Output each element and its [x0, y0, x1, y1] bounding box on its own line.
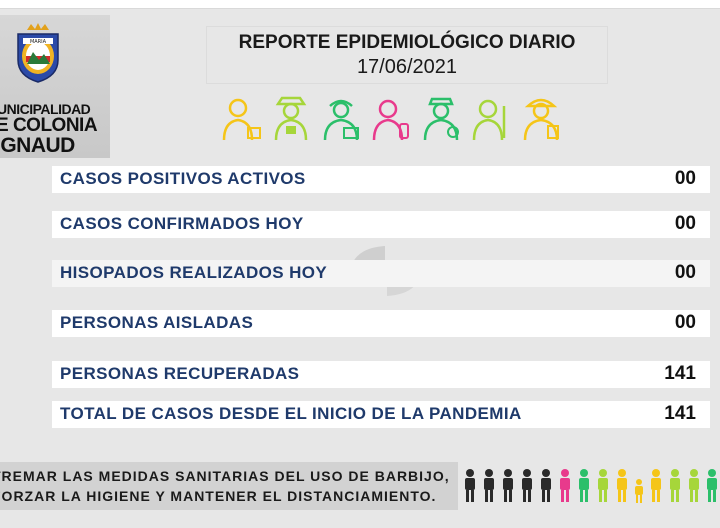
person-icon [651, 469, 661, 502]
person-icon [465, 469, 475, 502]
stat-value: 141 [664, 403, 696, 424]
stat-value: 00 [674, 213, 696, 234]
person-icon [598, 469, 608, 502]
pharmacist-icon [372, 99, 409, 141]
person-icon [541, 469, 551, 502]
frame-line [0, 8, 720, 9]
police-icon [274, 96, 308, 141]
stat-label: HISOPADOS REALIZADOS HOY [60, 263, 328, 282]
firefighter-icon [523, 98, 559, 141]
stat-label: PERSONAS AISLADAS [60, 313, 254, 332]
stat-value: 00 [674, 168, 696, 189]
crest-icon: MARIA [17, 23, 59, 83]
top-strip [0, 0, 720, 8]
person-icon [670, 469, 680, 502]
stat-row-personas-aisladas: PERSONAS AISLADAS 00 [52, 310, 710, 337]
person-icon [617, 469, 627, 502]
stat-row-casos-positivos: CASOS POSITIVOS ACTIVOS 00 [52, 166, 710, 193]
people-icon-row [465, 469, 717, 503]
child-icon [635, 479, 643, 503]
person-icon [484, 469, 494, 502]
stat-row-hisopados: HISOPADOS REALIZADOS HOY 00 [52, 260, 710, 287]
stat-row-total-casos: TOTAL DE CASOS DESDE EL INICIO DE LA PAN… [52, 401, 710, 428]
stat-label: PERSONAS RECUPERADAS [60, 364, 300, 383]
logo-line-1: UNICIPALIDAD [0, 101, 91, 117]
bottom-banner: TREMAR LAS MEDIDAS SANITARIAS DEL USO DE… [0, 462, 458, 510]
doctor-icon [222, 98, 261, 141]
stat-label: CASOS POSITIVOS ACTIVOS [60, 169, 306, 188]
stat-value: 141 [664, 363, 696, 384]
nurse-icon [423, 97, 459, 141]
professionals-row [220, 96, 562, 144]
person-icon [579, 469, 589, 502]
report-date: 17/06/2021 [356, 56, 458, 78]
person-icon [707, 469, 717, 502]
stat-label: CASOS CONFIRMADOS HOY [60, 214, 304, 233]
cleaner-icon [472, 99, 506, 141]
logo-line-3: IGNAUD [0, 134, 75, 157]
person-icon [689, 469, 699, 502]
report-title: REPORTE EPIDEMIOLÓGICO DIARIO [238, 32, 576, 53]
banner-line-1: TREMAR LAS MEDIDAS SANITARIAS DEL USO DE… [0, 468, 450, 484]
paramedic-icon [323, 99, 359, 141]
person-icon [503, 469, 513, 502]
person-icon [522, 469, 532, 502]
stat-row-casos-confirmados: CASOS CONFIRMADOS HOY 00 [52, 211, 710, 238]
stat-value: 00 [674, 312, 696, 333]
svg-text:MARIA: MARIA [30, 39, 47, 45]
municipal-logo: MARIA UNICIPALIDAD E COLONIA IGNAUD [0, 15, 110, 158]
stat-label: TOTAL DE CASOS DESDE EL INICIO DE LA PAN… [60, 404, 522, 423]
stat-value: 00 [674, 262, 696, 283]
stat-row-personas-recuperadas: PERSONAS RECUPERADAS 141 [52, 361, 710, 388]
report-title-box: REPORTE EPIDEMIOLÓGICO DIARIO 17/06/2021 [206, 26, 608, 84]
banner-line-2: FORZAR LA HIGIENE Y MANTENER EL DISTANCI… [0, 488, 437, 504]
person-icon [560, 469, 570, 502]
logo-line-2: E COLONIA [0, 115, 98, 136]
